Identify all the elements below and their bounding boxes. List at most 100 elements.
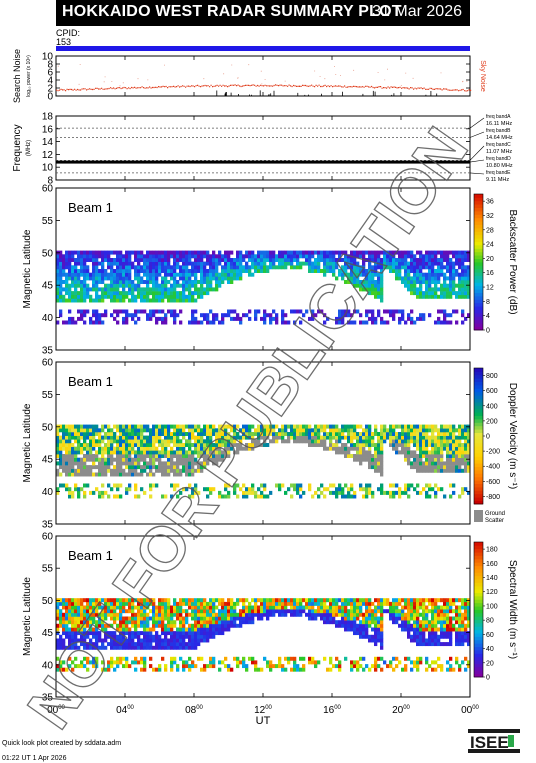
width-colorbar-segment bbox=[474, 670, 483, 675]
velocity-colorbar-segment bbox=[474, 412, 483, 416]
width-ytick-label: 35 bbox=[42, 693, 54, 704]
noise-frame bbox=[55, 55, 471, 97]
power-colorbar-tick-label: 24 bbox=[486, 242, 494, 249]
velocity-colorbar-segment bbox=[474, 446, 483, 450]
freq-ylabel-unit: (MHz) bbox=[26, 140, 32, 156]
velocity-colorbar-tick-label: 200 bbox=[486, 418, 498, 425]
power-colorbar-segment bbox=[474, 258, 483, 263]
width-colorbar-segment bbox=[474, 666, 483, 671]
width-colorbar-segment bbox=[474, 673, 483, 678]
noise-outliers bbox=[57, 64, 468, 87]
footer-timestamp: 01:22 UT 1 Apr 2026 bbox=[2, 755, 67, 762]
width-colorbar-segment bbox=[474, 629, 483, 634]
power-colorbar-segment bbox=[474, 207, 483, 212]
width-colorbar-segment bbox=[474, 552, 483, 556]
freq-ytick-label: 18 bbox=[42, 112, 54, 123]
power-colorbar-segment bbox=[474, 323, 483, 327]
velocity-colorbar-segment bbox=[474, 466, 483, 471]
velocity-beam-label: Beam 1 bbox=[68, 374, 113, 389]
velocity-colorbar-segment bbox=[474, 425, 483, 430]
freq-band-leader bbox=[469, 172, 485, 175]
width-colorbar-segment bbox=[474, 582, 483, 587]
power-colorbar-segment bbox=[474, 279, 483, 283]
width-colorbar-segment bbox=[474, 656, 483, 661]
power-colorbar-segment bbox=[474, 248, 483, 253]
width-colorbar-segment bbox=[474, 646, 483, 651]
width-colorbar-segment bbox=[474, 599, 483, 604]
velocity-ytick-label: 50 bbox=[42, 422, 54, 433]
width-colorbar-segment bbox=[474, 589, 483, 594]
width-ytick-label: 40 bbox=[42, 660, 54, 671]
power-colorbar-label: Backscatter Power (dB) bbox=[507, 209, 518, 314]
x-tick-label: 0000 bbox=[461, 705, 479, 716]
velocity-colorbar-segment bbox=[474, 395, 483, 399]
velocity-colorbar-segment bbox=[474, 368, 483, 372]
power-heatmap-cells bbox=[56, 250, 471, 325]
power-colorbar-segment bbox=[474, 255, 483, 259]
width-colorbar-segment bbox=[474, 585, 483, 590]
x-tick-label: 0400 bbox=[116, 705, 134, 716]
width-colorbar-segment bbox=[474, 633, 483, 637]
velocity-colorbar-segment bbox=[474, 449, 483, 454]
power-colorbar-segment bbox=[474, 316, 483, 321]
width-colorbar-segment bbox=[474, 555, 483, 560]
velocity-heatmap-cells bbox=[56, 424, 471, 499]
power-colorbar-segment bbox=[474, 299, 483, 304]
freq-operating-series bbox=[56, 160, 470, 164]
width-colorbar-segment bbox=[474, 609, 483, 614]
width-colorbar-segment bbox=[474, 558, 483, 563]
width-heatmap-cells bbox=[56, 598, 471, 672]
velocity-colorbar-segment bbox=[474, 453, 483, 457]
velocity-colorbar-segment bbox=[474, 436, 483, 440]
velocity-colorbar-tick-label: 400 bbox=[486, 403, 498, 410]
power-colorbar-segment bbox=[474, 245, 483, 249]
noise-ticks bbox=[216, 90, 438, 96]
width-colorbar-segment bbox=[474, 660, 483, 664]
freq-band-leader bbox=[469, 159, 485, 163]
velocity-colorbar-segment bbox=[474, 476, 483, 481]
power-colorbar-segment bbox=[474, 319, 483, 324]
velocity-colorbar-segment bbox=[474, 480, 483, 484]
noise-ytick-label: 8 bbox=[47, 60, 53, 71]
x-tick-label: 1600 bbox=[323, 705, 341, 716]
width-ytick-label: 50 bbox=[42, 596, 54, 607]
width-colorbar-segment bbox=[474, 619, 483, 624]
noise-right-label: Sky Noise bbox=[479, 60, 486, 92]
x-tick-label: 1200 bbox=[254, 705, 272, 716]
noise-ytick-label: 2 bbox=[47, 84, 53, 95]
power-colorbar-segment bbox=[474, 204, 483, 208]
velocity-colorbar-tick-label: -200 bbox=[486, 449, 500, 456]
power-colorbar-segment bbox=[474, 268, 483, 273]
velocity-colorbar-tick-label: -600 bbox=[486, 479, 500, 486]
freq-band-value: 9.11 MHz bbox=[486, 177, 509, 183]
width-colorbar-segment bbox=[474, 623, 483, 627]
velocity-colorbar-segment bbox=[474, 500, 483, 505]
power-colorbar-segment bbox=[474, 231, 483, 236]
width-colorbar-frame bbox=[473, 541, 484, 678]
power-colorbar-segment bbox=[474, 217, 483, 222]
power-colorbar-segment bbox=[474, 200, 483, 205]
velocity-colorbar-segment bbox=[474, 398, 483, 403]
velocity-colorbar-segment bbox=[474, 497, 483, 501]
ground-scatter-swatch bbox=[474, 510, 483, 522]
velocity-colorbar-segment bbox=[474, 456, 483, 461]
width-colorbar-label: Spectral Width (m s⁻¹) bbox=[507, 560, 518, 659]
velocity-colorbar-segment bbox=[474, 374, 483, 379]
footer-creator: Quick look plot created by sddata.adm bbox=[2, 740, 122, 747]
power-colorbar-tick-label: 20 bbox=[486, 256, 494, 263]
freq-ytick-label: 12 bbox=[42, 150, 54, 161]
cpid-value: 153 bbox=[56, 37, 72, 47]
freq-ytick-label: 14 bbox=[42, 137, 54, 148]
width-colorbar-tick-label: 140 bbox=[486, 575, 498, 582]
freq-ytick-label: 8 bbox=[47, 176, 53, 187]
velocity-colorbar-segment bbox=[474, 493, 483, 498]
power-colorbar-segment bbox=[474, 275, 483, 280]
plot-title: HOKKAIDO WEST RADAR SUMMARY PLOT bbox=[62, 3, 402, 20]
velocity-colorbar-segment bbox=[474, 378, 483, 382]
noise-ytick-label: 6 bbox=[47, 68, 53, 79]
velocity-colorbar-segment bbox=[474, 419, 483, 423]
width-colorbar-segment bbox=[474, 575, 483, 580]
velocity-colorbar-label: Doppler Velocity (m s⁻¹) bbox=[507, 383, 518, 489]
power-colorbar-tick-label: 28 bbox=[486, 227, 494, 234]
